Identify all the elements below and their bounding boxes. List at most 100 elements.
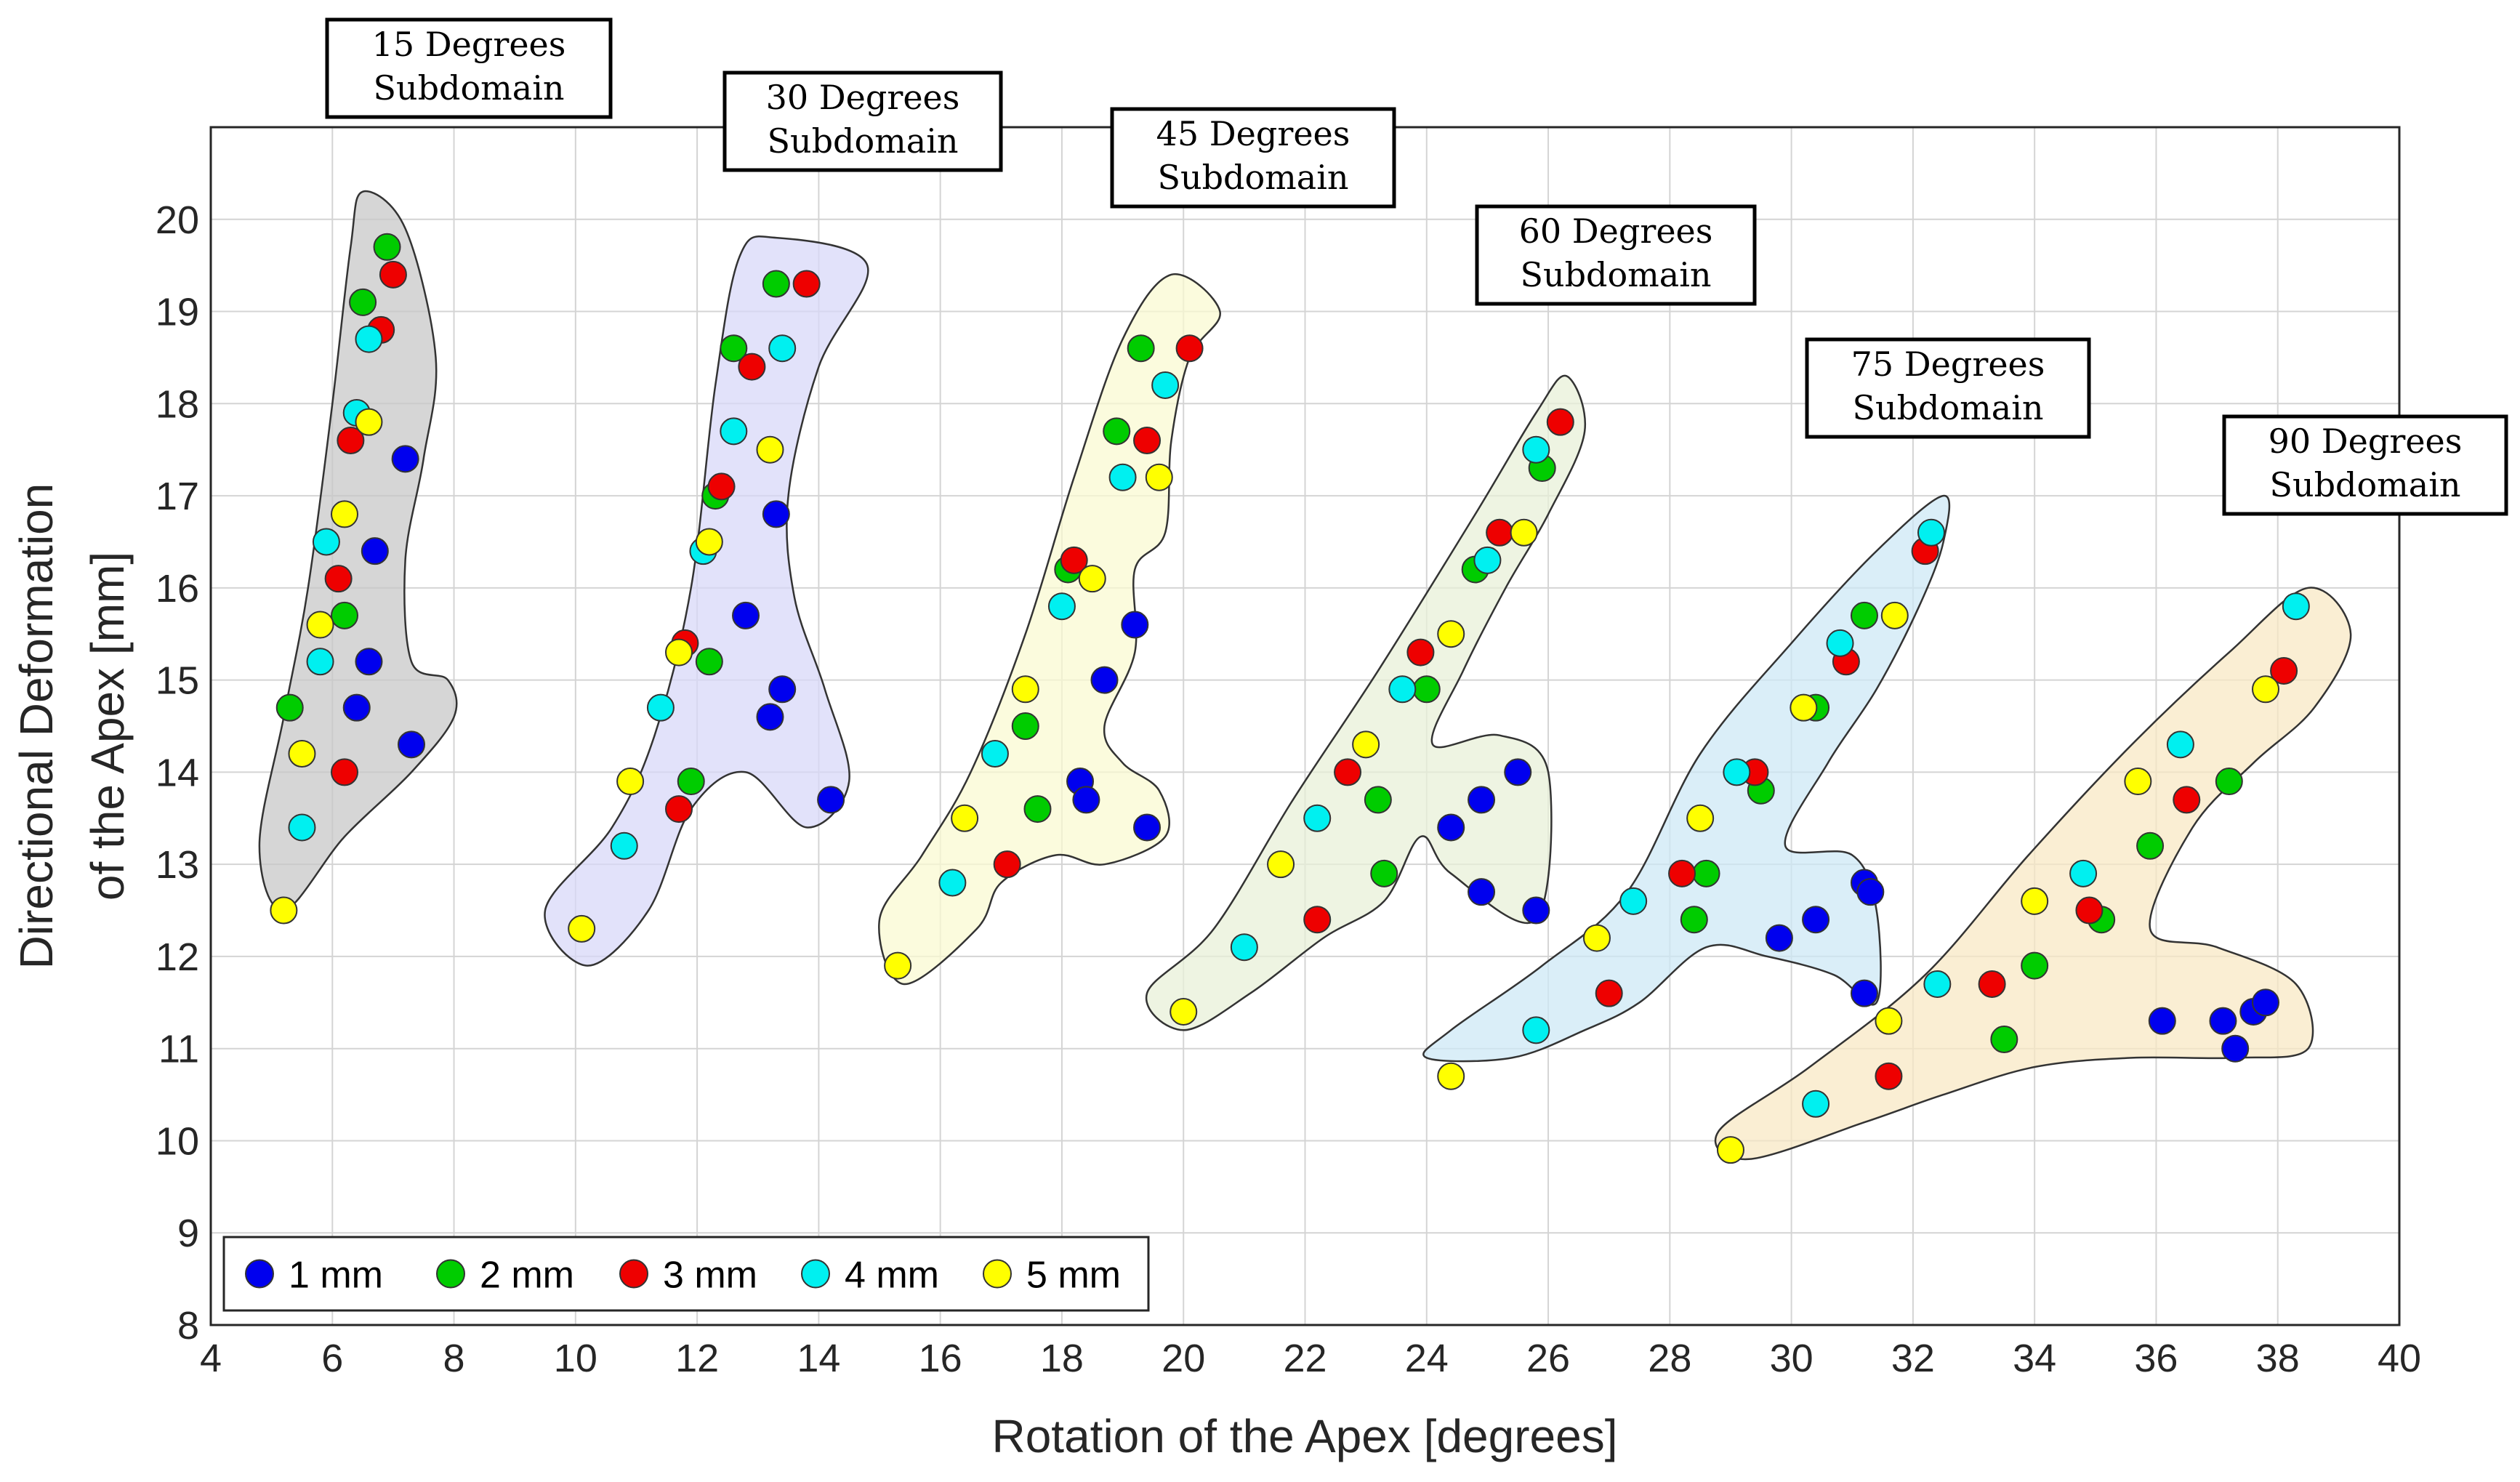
- x-tick-label: 34: [2013, 1337, 2056, 1380]
- data-point-series-4: [1473, 546, 1502, 574]
- data-point-series-2: [720, 334, 748, 363]
- data-point-series-3: [1875, 1062, 1903, 1090]
- x-tick-labels: 4 6 8 10 12 14 16 18 20 22 24 26 28 30 32 34 36 38 40: [200, 1337, 2421, 1380]
- data-point-series-1: [817, 786, 845, 814]
- data-point-series-1: [1802, 906, 1830, 934]
- data-point-series-1: [2221, 1034, 2250, 1063]
- data-point-series-5: [270, 896, 298, 925]
- annotation-text: 15 Degrees: [372, 25, 566, 64]
- legend-marker: [619, 1259, 648, 1289]
- data-point-series-2: [1850, 601, 1878, 629]
- data-point-series-5: [1170, 997, 1198, 1026]
- data-point-series-4: [1151, 371, 1180, 399]
- legend-marker: [983, 1259, 1012, 1289]
- data-point-series-3: [2075, 896, 2104, 925]
- data-point-series-5: [1437, 620, 1465, 648]
- data-point-series-5: [1582, 924, 1611, 952]
- data-point-series-3: [331, 758, 359, 786]
- data-point-series-2: [1370, 859, 1398, 887]
- y-tick-label: 15: [156, 659, 199, 703]
- data-point-series-4: [1802, 1090, 1830, 1118]
- data-point-series-5: [331, 500, 359, 528]
- data-point-series-5: [1145, 463, 1173, 491]
- data-point-series-5: [2251, 675, 2279, 704]
- annotation-box: [1475, 204, 1757, 306]
- annotation-box: [2222, 414, 2508, 516]
- data-point-series-2: [1103, 417, 1131, 446]
- data-point-series-1: [1468, 878, 1496, 906]
- data-point-series-2: [1023, 795, 1052, 823]
- data-point-series-4: [720, 417, 748, 446]
- data-point-series-4: [2166, 730, 2194, 759]
- data-point-series-2: [1011, 712, 1039, 740]
- data-point-series-4: [1723, 758, 1751, 786]
- data-point-series-1: [1850, 979, 1878, 1007]
- data-point-series-5: [1011, 675, 1039, 704]
- data-point-series-3: [1060, 546, 1088, 574]
- x-tick-label: 6: [321, 1337, 343, 1380]
- x-tick-label: 20: [1162, 1337, 1205, 1380]
- x-tick-label: 30: [1770, 1337, 1813, 1380]
- data-point-series-5: [1716, 1136, 1744, 1164]
- data-point-series-2: [762, 270, 790, 298]
- data-point-series-4: [610, 831, 638, 860]
- x-tick-label: 10: [554, 1337, 597, 1380]
- data-point-series-4: [1923, 970, 1952, 998]
- subdomain-region-6: [1714, 587, 2352, 1161]
- data-point-series-3: [1175, 334, 1204, 363]
- annotation-text: Subdomain: [1157, 158, 1348, 197]
- data-point-series-1: [1090, 666, 1119, 694]
- x-tick-label: 28: [1648, 1337, 1691, 1380]
- data-point-series-1: [1072, 786, 1100, 814]
- data-point-series-2: [1692, 859, 1720, 887]
- data-point-series-1: [1504, 758, 1532, 786]
- x-tick-label: 16: [919, 1337, 962, 1380]
- legend-marker: [801, 1259, 830, 1289]
- y-tick-label: 14: [156, 751, 199, 794]
- data-point-series-5: [2021, 887, 2049, 915]
- data-point-series-2: [695, 648, 723, 676]
- legend-label: 5 mm: [1026, 1255, 1121, 1297]
- annotation-text: 60 Degrees: [1519, 212, 1713, 251]
- data-point-series-1: [2251, 988, 2279, 1017]
- data-point-series-1: [1437, 813, 1465, 842]
- data-point-series-3: [1303, 906, 1332, 934]
- data-point-series-4: [1619, 887, 1648, 915]
- data-point-series-3: [1133, 427, 1162, 455]
- x-tick-label: 26: [1526, 1337, 1570, 1380]
- data-point-series-1: [756, 703, 784, 731]
- legend-label: 4 mm: [845, 1255, 939, 1297]
- data-point-series-3: [2173, 786, 2201, 814]
- annotation-text: 45 Degrees: [1156, 114, 1350, 153]
- data-points: [270, 233, 2310, 1164]
- annotation-text: Subdomain: [767, 121, 958, 161]
- data-point-series-5: [1875, 1007, 1903, 1035]
- annotation-box: [325, 17, 613, 119]
- data-point-series-3: [792, 270, 821, 298]
- data-point-series-2: [1412, 675, 1441, 704]
- data-point-series-1: [1121, 611, 1149, 639]
- legend-label: 1 mm: [289, 1255, 383, 1297]
- data-point-series-3: [1978, 970, 2006, 998]
- data-point-series-1: [342, 693, 371, 722]
- y-tick-label: 12: [156, 935, 199, 979]
- subdomain-region-1: [258, 190, 458, 911]
- y-tick-label: 19: [156, 291, 199, 334]
- annotation-text: Subdomain: [373, 68, 564, 108]
- data-point-series-2: [2215, 768, 2243, 796]
- data-point-series-1: [1522, 896, 1550, 925]
- annotation-box: [722, 71, 1003, 172]
- annotation-box: [1805, 337, 2091, 439]
- data-point-series-1: [732, 601, 760, 629]
- data-point-series-5: [695, 528, 723, 556]
- data-point-series-2: [1680, 906, 1708, 934]
- y-axis-title-line-1: Directional Deformation: [10, 483, 63, 970]
- y-tick-label: 17: [156, 475, 199, 518]
- data-point-series-4: [306, 648, 334, 676]
- data-point-series-4: [1917, 518, 1945, 547]
- data-point-series-4: [646, 693, 675, 722]
- y-tick-label: 18: [156, 382, 199, 426]
- legend-marker: [245, 1259, 274, 1289]
- data-point-series-4: [2069, 859, 2098, 887]
